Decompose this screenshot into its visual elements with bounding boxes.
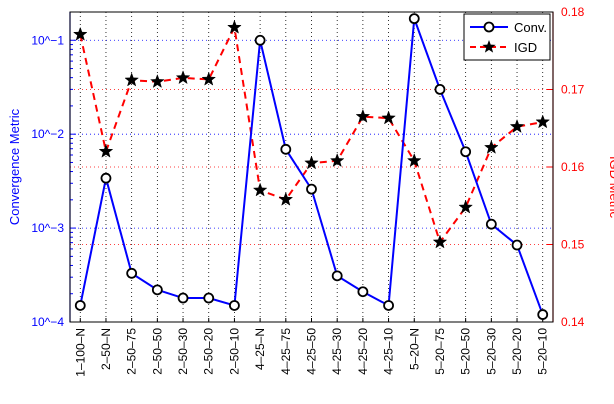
x-tick-label: 5–20–10 [536, 328, 550, 375]
igd-point [201, 71, 217, 86]
series-conv [74, 13, 549, 320]
igd-point [278, 191, 294, 206]
x-tick-label: 4–25–10 [382, 328, 396, 375]
y-right-tick-label: 0.17 [561, 83, 585, 97]
conv-point [383, 300, 394, 311]
conv-point [254, 34, 266, 46]
plot-frame [69, 11, 554, 323]
left-axis: 10^−4 10^−3 10^−2 10^−1 Convergence Metric [7, 11, 76, 329]
conv-point [229, 300, 240, 311]
igd-point [124, 72, 140, 87]
conv-point [537, 309, 549, 320]
x-tick-label: 2–50–50 [150, 328, 164, 375]
conv-point [434, 83, 446, 95]
conv-point [100, 172, 112, 184]
x-tick-label: 2–50–N [99, 328, 113, 370]
x-tick-label: 5–20–50 [459, 328, 473, 375]
y-right-tick-label: 0.14 [561, 315, 585, 329]
x-tick-label: 5–20–20 [510, 328, 524, 375]
x-tick-label: 5–20–N [407, 328, 421, 370]
igd-point [509, 118, 525, 133]
x-tick-label: 4–25–75 [279, 328, 293, 375]
conv-point [151, 284, 163, 296]
x-tick-label: 4–25–N [253, 328, 267, 370]
y-right-tick-label: 0.15 [561, 238, 585, 252]
igd-point [432, 234, 448, 249]
conv-point [126, 267, 138, 279]
legend-box [463, 13, 551, 61]
igd-point [535, 114, 551, 129]
y-left-tick-label: 10^−3 [31, 221, 64, 235]
conv-point [203, 292, 215, 304]
x-tick-label: 1–100–N [73, 328, 87, 377]
conv-point [408, 13, 420, 25]
conv-point [306, 183, 317, 195]
y-right-tick-label: 0.16 [561, 160, 585, 174]
igd-point [72, 26, 88, 41]
conv-point [460, 146, 472, 158]
legend-marker-circle [483, 21, 495, 33]
x-tick-label: 2–50–30 [176, 328, 190, 375]
y-left-tick-label: 10^−2 [31, 127, 64, 141]
igd-point [149, 74, 165, 88]
y-left-tick-label: 10^−4 [31, 315, 64, 329]
legend-label: Conv. [514, 20, 547, 35]
igd-point [175, 70, 191, 85]
conv-point [511, 239, 523, 251]
conv-point [331, 270, 343, 282]
x-tick-label: 4–25–50 [305, 328, 319, 375]
igd-point [304, 155, 319, 170]
legend-marker-star [482, 40, 496, 53]
y-left-tick-label: 10^−1 [31, 33, 64, 47]
y-right-axis-title: IGD Metric [607, 156, 614, 219]
igd-point [458, 199, 474, 214]
igd-point [406, 153, 422, 168]
x-tick-label: 5–20–30 [484, 328, 498, 375]
igd-point [98, 143, 114, 158]
x-tick-label: 4–25–30 [330, 328, 344, 375]
right-axis: 0.14 0.15 0.16 0.17 0.18 IGD Metric [547, 5, 614, 329]
legend: Conv. IGD [463, 13, 551, 61]
conv-point [74, 300, 86, 311]
legend-item-conv: Conv. [470, 20, 547, 35]
x-tick-label: 2–50–10 [227, 328, 241, 375]
igd-point [381, 110, 396, 125]
x-axis: 1–100–N 2–50–N 2–50–75 2–50–50 2–50–30 2–50–2… [73, 318, 550, 377]
conv-point [177, 292, 189, 304]
legend-label: IGD [514, 40, 537, 55]
x-tick-label: 5–20–75 [433, 328, 447, 375]
conv-point [280, 143, 292, 155]
conv-series-line [79, 18, 544, 315]
igd-point [483, 139, 499, 154]
igd-point [355, 108, 371, 123]
igd-point [227, 19, 242, 34]
y-right-tick-label: 0.18 [561, 5, 585, 19]
igd-point [252, 182, 268, 197]
x-tick-label: 2–50–20 [202, 328, 216, 375]
y-left-axis-title: Convergence Metric [7, 108, 22, 225]
x-tick-label: 2–50–75 [125, 328, 139, 375]
series-igd [72, 19, 551, 249]
conv-point [485, 218, 497, 230]
legend-item-igd: IGD [470, 40, 537, 55]
igd-point [329, 153, 345, 168]
x-tick-label: 4–25–20 [356, 328, 370, 375]
conv-point [357, 286, 369, 298]
